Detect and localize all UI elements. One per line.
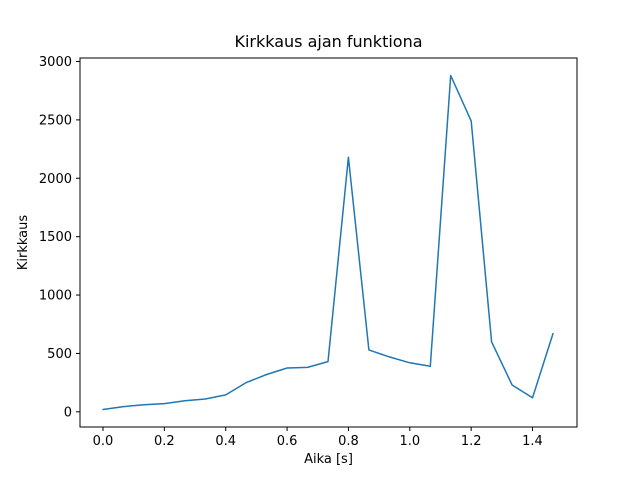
x-tick-label: 0.8	[338, 434, 359, 449]
plot-area: 0.0 0.2 0.4 0.6 0.8 1.0 1.2 1.4 0 500 1000 1500 2000…	[39, 55, 578, 449]
line-series	[102, 74, 554, 411]
x-tick-label: 0.0	[93, 434, 114, 449]
y-tick-label: 1000	[39, 289, 72, 304]
x-tick-label: 1.4	[522, 434, 543, 449]
y-tick-label: 1500	[39, 230, 72, 245]
y-tick-label: 3000	[39, 55, 72, 70]
y-tick-label: 2500	[39, 113, 72, 128]
y-tick-label: 2000	[39, 172, 72, 187]
y-tick-label: 500	[47, 347, 72, 362]
x-axis-label: Aika [s]	[304, 452, 353, 467]
x-tick-label: 0.6	[277, 434, 298, 449]
y-axis-label: Kirkkaus	[16, 215, 31, 271]
x-tick-label: 0.2	[154, 434, 175, 449]
axes-spines	[79, 57, 578, 428]
chart-title: Kirkkaus ajan funktiona	[234, 32, 422, 51]
x-tick-label: 1.0	[399, 434, 420, 449]
x-tick-label: 0.4	[215, 434, 236, 449]
x-tick-label: 1.2	[461, 434, 482, 449]
y-tick-label: 0	[64, 405, 72, 420]
